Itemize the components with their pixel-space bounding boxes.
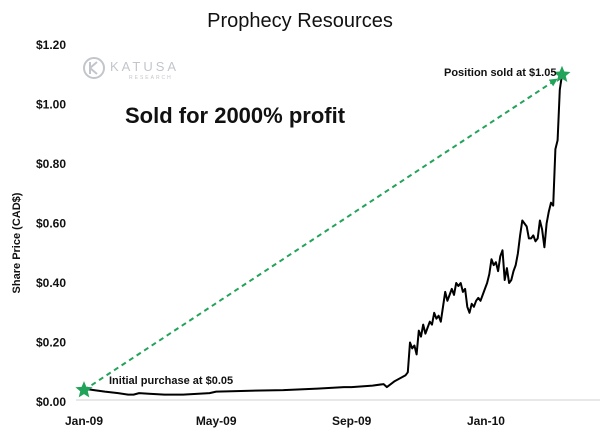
y-tick-label: $1.20 bbox=[36, 38, 66, 52]
sold-star-icon bbox=[553, 65, 571, 82]
y-axis-label: Share Price (CAD$) bbox=[11, 192, 23, 293]
profit-annotation: Sold for 2000% profit bbox=[125, 103, 346, 128]
y-tick-label: $0.80 bbox=[36, 157, 66, 171]
y-tick-label: $0.40 bbox=[36, 276, 66, 290]
katusa-logo: KATUSA RESEARCH bbox=[83, 57, 179, 81]
y-tick-label: $0.60 bbox=[36, 217, 66, 231]
x-tick-label: Jan-10 bbox=[467, 414, 505, 428]
y-tick-label: $0.20 bbox=[36, 336, 66, 350]
x-tick-label: May-09 bbox=[196, 414, 237, 428]
sold-annotation: Position sold at $1.05 bbox=[444, 67, 556, 79]
y-tick-label: $0.00 bbox=[36, 395, 66, 409]
logo-mark-icon bbox=[83, 57, 105, 79]
logo-subtext: RESEARCH bbox=[129, 75, 173, 81]
purchase-star-icon bbox=[75, 381, 93, 398]
purchase-annotation: Initial purchase at $0.05 bbox=[109, 375, 233, 387]
profit-trend-arrow bbox=[83, 78, 558, 391]
y-tick-label: $1.00 bbox=[36, 98, 66, 112]
logo-name: KATUSA bbox=[110, 59, 179, 74]
x-tick-label: Jan-09 bbox=[65, 414, 103, 428]
y-tick-labels: $0.00 $0.20 $0.40 $0.60 $0.80 $1.00 $1.20 bbox=[36, 38, 66, 409]
chart-title: Prophecy Resources bbox=[207, 10, 393, 32]
series-line bbox=[83, 74, 563, 396]
x-tick-labels: Jan-09 May-09 Sep-09 Jan-10 bbox=[65, 414, 505, 428]
x-tick-label: Sep-09 bbox=[332, 414, 372, 428]
